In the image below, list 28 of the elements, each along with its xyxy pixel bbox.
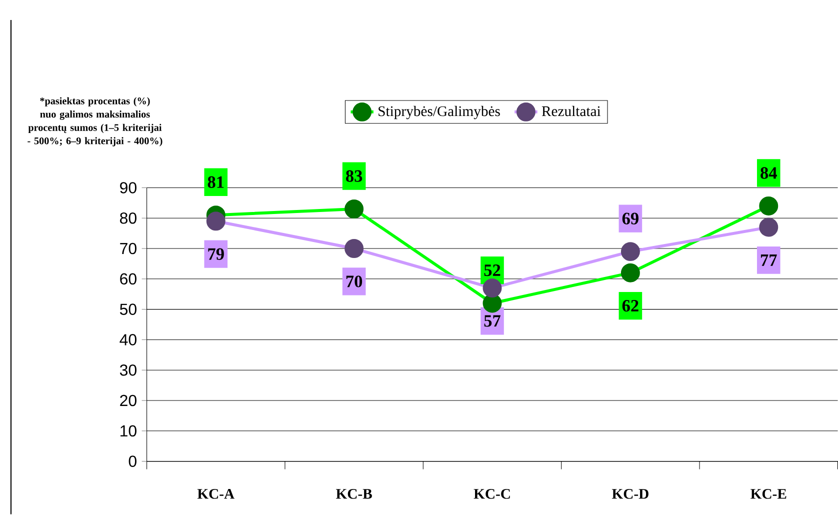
y-tick-label: 90 [120,182,136,194]
data-label: 83 [346,170,362,182]
y-tick-label: 30 [120,364,136,376]
y-axis-title: *pasiektas procentas (%) nuo galimos maksimalios procentų sumos (1–5 kriterijai - 500%; 6–9 kriterijai - 400%) [28,97,162,146]
data-label: 69 [622,212,638,225]
y-tick-label: 40 [120,334,136,346]
data-label: 84 [760,167,777,179]
data-label: 52 [484,264,500,276]
y-tick-label: 0 [128,456,136,468]
data-label: 77 [760,254,777,266]
data-label: 70 [346,276,362,288]
x-tick-label: KC-A [197,489,234,499]
y-tick-label: 50 [120,304,136,316]
data-label: 57 [484,315,500,327]
data-label: 81 [208,176,224,188]
y-tick-label: 60 [120,273,136,285]
x-tick-label: KC-C [474,489,510,499]
y-tick-label: 70 [120,242,136,254]
y-tick-label: 80 [120,212,136,224]
x-tick-label: KC-D [612,489,648,499]
data-label: 79 [208,248,224,260]
legend-label: Stiprybės/Galimybės [378,106,500,120]
x-tick-label: KC-B [336,489,372,499]
data-label: 62 [622,300,638,312]
y-tick-label: 20 [120,394,136,406]
y-tick-label: 10 [120,425,136,437]
legend-label: Rezultatai [542,106,601,116]
x-tick-label: KC-E [750,489,786,499]
